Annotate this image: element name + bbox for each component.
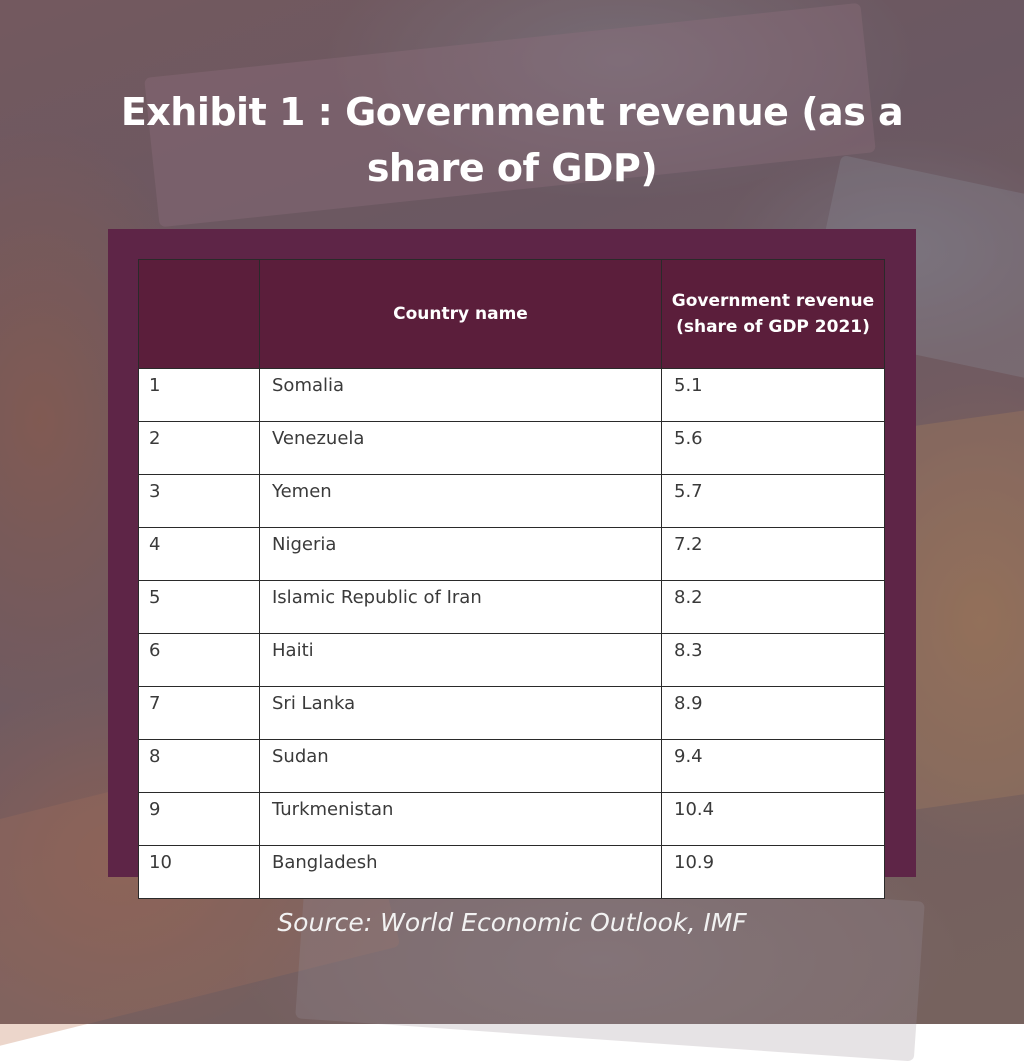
- rank-cell: 5: [138, 580, 260, 634]
- revenue-value-cell: 9.4: [661, 739, 885, 793]
- table-panel: Country name Government revenue (share o…: [108, 229, 916, 899]
- table-row: 1 Somalia 5.1: [138, 368, 885, 422]
- country-name-cell: Nigeria: [259, 527, 662, 581]
- country-name-cell: Bangladesh: [259, 845, 662, 899]
- table-body: 1 Somalia 5.1 2 Venezuela 5.6 3 Yemen 5.7 4 Nigeri…: [138, 368, 885, 899]
- table-row: 3 Yemen 5.7: [138, 474, 885, 528]
- exhibit-title-line-2: share of GDP): [366, 146, 658, 190]
- rank-cell: 1: [138, 368, 260, 422]
- country-name-cell: Somalia: [259, 368, 662, 422]
- country-name-cell: Sudan: [259, 739, 662, 793]
- exhibit-title: Exhibit 1 : Government revenue (as a sha…: [0, 84, 1024, 196]
- exhibit-title-line-1: Exhibit 1 : Government revenue (as a: [120, 90, 904, 134]
- rank-cell: 8: [138, 739, 260, 793]
- header-rank: [138, 259, 260, 369]
- country-name-cell: Sri Lanka: [259, 686, 662, 740]
- revenue-table: Country name Government revenue (share o…: [138, 259, 885, 899]
- table-row: 9 Turkmenistan 10.4: [138, 792, 885, 846]
- rank-cell: 6: [138, 633, 260, 687]
- table-row: 8 Sudan 9.4: [138, 739, 885, 793]
- country-name-cell: Haiti: [259, 633, 662, 687]
- table-row: 2 Venezuela 5.6: [138, 421, 885, 475]
- rank-cell: 4: [138, 527, 260, 581]
- table-row: 6 Haiti 8.3: [138, 633, 885, 687]
- rank-cell: 10: [138, 845, 260, 899]
- revenue-value-cell: 8.3: [661, 633, 885, 687]
- rank-cell: 7: [138, 686, 260, 740]
- source-note: Source: World Economic Outlook, IMF: [277, 908, 747, 937]
- table-row: 5 Islamic Republic of Iran 8.2: [138, 580, 885, 634]
- revenue-value-cell: 5.6: [661, 421, 885, 475]
- revenue-value-cell: 8.9: [661, 686, 885, 740]
- country-name-cell: Yemen: [259, 474, 662, 528]
- country-name-cell: Islamic Republic of Iran: [259, 580, 662, 634]
- revenue-value-cell: 7.2: [661, 527, 885, 581]
- rank-cell: 3: [138, 474, 260, 528]
- table-row: 10 Bangladesh 10.9: [138, 845, 885, 899]
- revenue-value-cell: 10.9: [661, 845, 885, 899]
- revenue-value-cell: 10.4: [661, 792, 885, 846]
- country-name-cell: Turkmenistan: [259, 792, 662, 846]
- table-header-row: Country name Government revenue (share o…: [138, 259, 885, 369]
- revenue-value-cell: 8.2: [661, 580, 885, 634]
- header-government-revenue: Government revenue (share of GDP 2021): [661, 259, 885, 369]
- revenue-value-cell: 5.1: [661, 368, 885, 422]
- header-country-name: Country name: [259, 259, 662, 369]
- rank-cell: 2: [138, 421, 260, 475]
- table-row: 4 Nigeria 7.2: [138, 527, 885, 581]
- rank-cell: 9: [138, 792, 260, 846]
- country-name-cell: Venezuela: [259, 421, 662, 475]
- revenue-value-cell: 5.7: [661, 474, 885, 528]
- table-row: 7 Sri Lanka 8.9: [138, 686, 885, 740]
